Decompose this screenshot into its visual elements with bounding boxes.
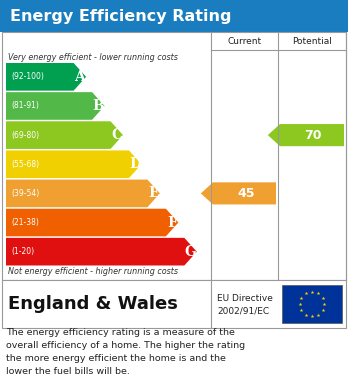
Polygon shape [268, 124, 344, 146]
Polygon shape [6, 238, 197, 265]
Text: EU Directive: EU Directive [217, 294, 273, 303]
Text: Not energy efficient - higher running costs: Not energy efficient - higher running co… [8, 267, 178, 276]
Text: (81-91): (81-91) [11, 101, 39, 111]
Bar [2, 280, 346, 328]
Text: G: G [185, 245, 197, 259]
Text: (69-80): (69-80) [11, 131, 39, 140]
Text: 2002/91/EC: 2002/91/EC [217, 307, 269, 316]
Text: Potential: Potential [292, 36, 332, 45]
Polygon shape [6, 179, 160, 207]
Text: (55-68): (55-68) [11, 160, 39, 169]
Text: England & Wales: England & Wales [8, 295, 178, 313]
Polygon shape [6, 63, 86, 91]
Text: Very energy efficient - lower running costs: Very energy efficient - lower running co… [8, 53, 178, 62]
Polygon shape [6, 209, 178, 236]
Polygon shape [6, 151, 141, 178]
Text: D: D [129, 157, 141, 171]
Text: The energy efficiency rating is a measure of the
overall efficiency of a home. T: The energy efficiency rating is a measur… [6, 328, 245, 375]
Polygon shape [201, 182, 276, 204]
Bar [2, 32, 346, 280]
Bar [282, 285, 342, 323]
Polygon shape [6, 92, 104, 120]
Text: (21-38): (21-38) [11, 218, 39, 227]
Text: (1-20): (1-20) [11, 247, 34, 256]
Bar [0, 0, 348, 32]
Text: E: E [148, 187, 159, 201]
Text: B: B [93, 99, 104, 113]
Text: (92-100): (92-100) [11, 72, 44, 81]
Text: C: C [111, 128, 122, 142]
Text: A: A [74, 70, 85, 84]
Text: F: F [167, 215, 177, 230]
Text: Current: Current [228, 36, 262, 45]
Text: Energy Efficiency Rating: Energy Efficiency Rating [10, 9, 231, 23]
Text: (39-54): (39-54) [11, 189, 39, 198]
Text: 45: 45 [237, 187, 254, 200]
Polygon shape [6, 121, 123, 149]
Text: 70: 70 [304, 129, 322, 142]
